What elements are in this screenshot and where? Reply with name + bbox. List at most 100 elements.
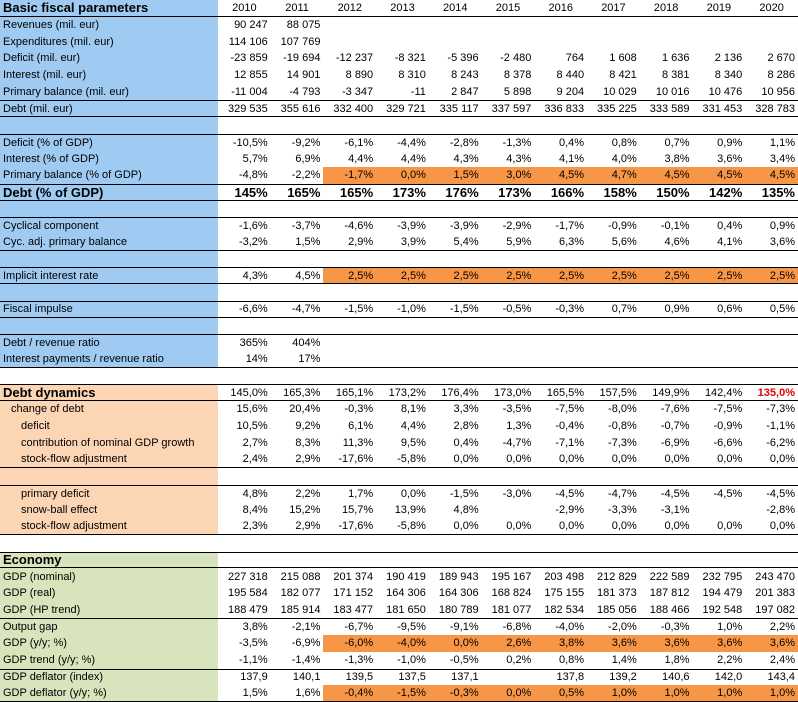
cell-value: 8 890	[345, 69, 374, 82]
cell-value: 185 056	[597, 604, 637, 617]
label-cell-bg	[0, 669, 218, 686]
row: GDP (nominal) 227 318 215 088 201 374 190 41…	[0, 568, 798, 585]
cell-value: 9 204	[556, 85, 585, 98]
cell-value: 0,8%	[559, 654, 585, 667]
cell-value: 2 670	[767, 52, 795, 65]
cell-value: 1 608	[609, 52, 637, 65]
row: GDP deflator (index) 137,9 140,1 139,5 137,5…	[0, 668, 798, 686]
label-cell-bg	[0, 16, 218, 34]
cell-value: 4,7%	[587, 167, 640, 184]
row: Debt (% of GDP) 145% 165% 165% 173% 176% 173% 1…	[0, 183, 798, 201]
label-cell-bg	[0, 417, 218, 435]
cell-value: 3,9%	[400, 235, 426, 248]
cell-value: -3,0%	[502, 487, 532, 500]
row: Fiscal impulse -6,6% -4,7% -1,5% -1,0% -1,5% -…	[0, 300, 798, 318]
cell-value: 3,0%	[481, 167, 535, 184]
cell-value: 13,9%	[394, 503, 426, 516]
cell-value: -4,5%	[766, 487, 795, 500]
cell-value: 4,1%	[559, 152, 585, 165]
cell-value: 0,4%	[717, 220, 743, 233]
cell-value: 4,5%	[692, 167, 746, 184]
cell-value: -0,3%	[428, 685, 482, 701]
label-cell-bg	[0, 284, 218, 301]
label-cell-bg	[0, 468, 218, 485]
row: change of debt 15,6% 20,4% -0,3% 8,1% 3,3% -3,…	[0, 401, 798, 418]
row-label: Debt (% of GDP)	[3, 184, 104, 200]
cell-value: 14 901	[286, 69, 321, 82]
cell-value: -5 396	[447, 52, 479, 65]
cell-value: -7,5%	[713, 403, 743, 416]
cell-value: 212 829	[597, 570, 637, 583]
cell-value: 0,8%	[611, 136, 637, 149]
cell-value: 2,9%	[348, 235, 374, 248]
cell-value: 2,9%	[295, 453, 321, 466]
cell-value: 8 243	[451, 69, 479, 82]
cell-value: -23 859	[230, 52, 268, 65]
cell-value: 1,0%	[692, 685, 746, 701]
cell-value: -11	[410, 85, 426, 98]
row-label: GDP (real)	[3, 587, 56, 600]
cell-value: -1,5%	[344, 303, 374, 316]
row: Basic fiscal parameters 2010 2011 2012 2013 2…	[0, 0, 798, 17]
cell-value: -1,4%	[291, 654, 321, 667]
cell-value: 195 167	[491, 570, 532, 583]
cell-value: 142,4%	[704, 386, 743, 399]
row: Deficit (mil. eur) -23 859 -19 694 -12 237 -…	[0, 50, 798, 67]
cell-value: 1,0%	[745, 685, 798, 701]
cell-value: 0,2%	[506, 654, 532, 667]
cell-value: -12 237	[335, 52, 374, 65]
label-cell-bg	[0, 33, 218, 51]
cell-value: 143,4	[767, 671, 795, 684]
cell-value: -5,8%	[397, 519, 426, 532]
cell-value: 135,0%	[757, 386, 795, 399]
cell-value: 0,7%	[664, 136, 690, 149]
cell-value: 2,5%	[745, 268, 798, 284]
cell-value: 142%	[709, 184, 743, 200]
cell-value: 165,3%	[283, 386, 321, 399]
cell-value: -1,7%	[555, 220, 585, 233]
cell-value: 1,0%	[717, 621, 743, 634]
cell-value: -7,5%	[555, 403, 585, 416]
cell-value: 0,9%	[664, 303, 690, 316]
year-header: 2020	[759, 1, 784, 14]
row-label: Interest (% of GDP)	[3, 152, 99, 165]
cell-value: -11 004	[231, 85, 268, 98]
cell-value: 0,0%	[717, 519, 743, 532]
row-label: stock-flow adjustment	[21, 519, 127, 532]
cell-value: -1,0%	[397, 303, 426, 316]
label-cell-bg	[0, 401, 218, 418]
cell-value: 5,6%	[611, 235, 637, 248]
cell-value: -0,5%	[502, 303, 532, 316]
row: Economy	[0, 551, 798, 569]
row	[0, 468, 798, 485]
cell-value: 1 636	[662, 52, 690, 65]
label-cell-bg	[0, 83, 218, 101]
row: Deficit (% of GDP) -10,5% -9,2% -6,1% -4,4% -…	[0, 133, 798, 151]
cell-value: 8 340	[714, 69, 743, 82]
row: Primary balance (mil. eur) -11 004 -4 793 -…	[0, 83, 798, 101]
cell-value: 15,7%	[341, 503, 374, 516]
cell-value: -3,1%	[660, 503, 690, 516]
cell-value: -0,4%	[323, 685, 377, 701]
cell-value: -0,4%	[555, 420, 585, 433]
cell-value: 2,2%	[769, 621, 795, 634]
cell-value: -3,9%	[397, 220, 426, 233]
label-cell-bg	[0, 234, 218, 250]
cell-value: -6,6%	[238, 303, 268, 316]
cell-value: -9,2%	[291, 136, 321, 149]
cell-value: 0,0%	[717, 453, 743, 466]
label-cell-bg	[0, 568, 218, 585]
year-header: 2011	[285, 1, 309, 14]
cell-value: 3,8%	[534, 635, 588, 652]
label-cell-bg	[0, 585, 218, 602]
cell-value: 10 956	[761, 85, 795, 98]
row	[0, 284, 798, 301]
cell-value: 0,0%	[559, 453, 585, 466]
cell-value: 157,5%	[599, 386, 637, 399]
cell-value: 158%	[603, 184, 637, 200]
cell-value: 2,5%	[639, 268, 693, 284]
cell-value: 4,5%	[639, 167, 693, 184]
cell-value: 3,6%	[745, 635, 798, 652]
row: Interest (% of GDP) 5,7% 6,9% 4,4% 4,4% 4,3% 4…	[0, 150, 798, 168]
label-cell-bg	[0, 434, 218, 452]
